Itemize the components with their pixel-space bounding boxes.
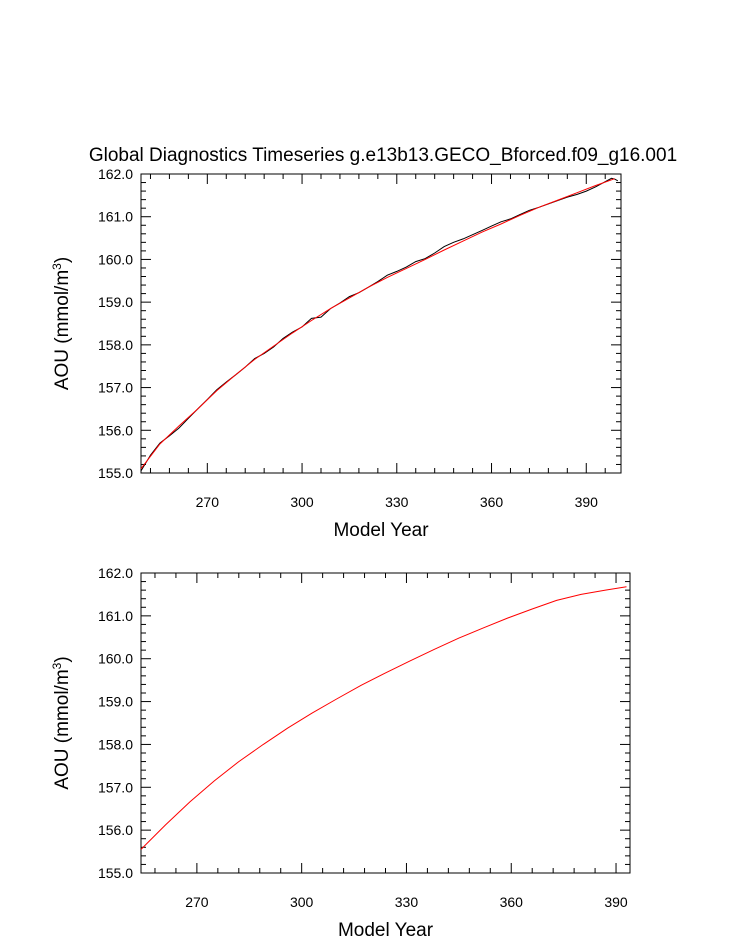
y-tick-label: 157.0 (98, 380, 133, 396)
plot-frame (140, 572, 631, 874)
x-axis-label: Model Year (338, 920, 434, 941)
x-axis-label: Model Year (333, 520, 429, 541)
x-tick-label: 330 (385, 494, 409, 510)
bottom-timeseries-panel: 270 300 330 360 390 155.0 156.0 157.0 158.0 159.0… (50, 565, 631, 941)
x-tick-label: 270 (185, 894, 209, 910)
figure-title: Global Diagnostics Timeseries g.e13b13.G… (89, 145, 677, 166)
x-tick-label: 390 (604, 894, 628, 910)
y-tick-label: 161.0 (98, 608, 133, 624)
x-tick-label: 330 (395, 894, 419, 910)
y-tick-label: 159.0 (98, 694, 133, 710)
series-line-red (140, 178, 615, 470)
y-tick-label: 159.0 (98, 294, 133, 310)
y-tick-label: 160.0 (98, 651, 133, 667)
x-tick-label: 300 (290, 494, 314, 510)
x-tick-label: 360 (480, 494, 504, 510)
top-timeseries-panel: 270 300 330 360 390 155.0 156.0 157.0 158.0 159.0… (50, 166, 622, 541)
y-tick-label: 160.0 (98, 251, 133, 267)
y-tick-label: 158.0 (98, 736, 133, 752)
x-tick-label: 300 (290, 894, 314, 910)
y-axis-label: AOU (mmol/m3) (50, 656, 73, 789)
y-tick-label: 158.0 (98, 337, 133, 353)
y-tick-label: 162.0 (98, 565, 133, 581)
series-line-red (140, 586, 627, 850)
y-tick-label: 156.0 (98, 422, 133, 438)
x-tick-label: 390 (575, 494, 599, 510)
y-tick-label: 161.0 (98, 209, 133, 225)
x-tick-label: 360 (500, 894, 524, 910)
series-line-black (140, 177, 619, 472)
plot-frame (140, 173, 622, 474)
y-tick-label: 162.0 (98, 166, 133, 182)
x-tick-label: 270 (196, 494, 220, 510)
y-tick-label: 155.0 (98, 865, 133, 881)
y-tick-label: 155.0 (98, 465, 133, 481)
y-axis-label: AOU (mmol/m3) (50, 257, 73, 390)
y-tick-label: 156.0 (98, 822, 133, 838)
y-tick-label: 157.0 (98, 779, 133, 795)
